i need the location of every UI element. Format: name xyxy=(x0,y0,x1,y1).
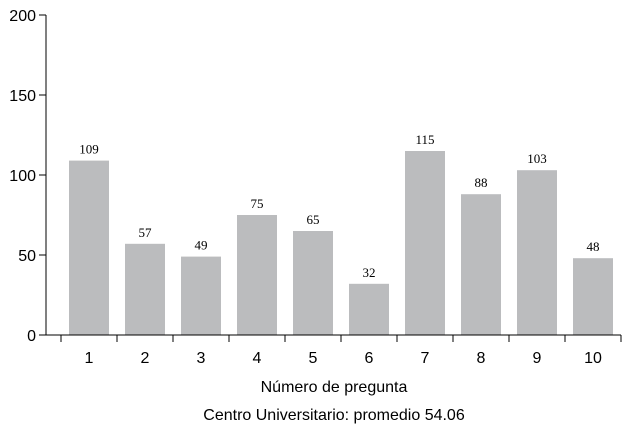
bar-10 xyxy=(573,258,613,335)
y-tick-label-100: 100 xyxy=(9,168,36,185)
bar-4 xyxy=(237,215,277,335)
x-axis-label: Número de pregunta xyxy=(261,379,408,396)
x-axis-ticks: 1 2 3 4 5 6 7 8 9 10 xyxy=(60,335,622,367)
x-tick-label-3: 3 xyxy=(197,350,206,367)
data-label-9: 103 xyxy=(527,151,547,166)
data-label-7: 115 xyxy=(415,132,434,147)
bar-8 xyxy=(461,194,501,335)
bar-6 xyxy=(349,283,389,335)
bar-3 xyxy=(181,256,221,335)
x-tick-label-2: 2 xyxy=(141,350,150,367)
data-label-8: 88 xyxy=(475,175,488,190)
data-label-10: 48 xyxy=(587,239,600,254)
data-label-1: 109 xyxy=(79,142,99,157)
y-axis-ticks: 0 50 100 150 200 xyxy=(9,8,46,345)
x-tick-label-1: 1 xyxy=(85,350,94,367)
data-label-4: 75 xyxy=(251,196,264,211)
data-label-5: 65 xyxy=(307,212,320,227)
y-tick-label-50: 50 xyxy=(18,248,36,265)
data-label-2: 57 xyxy=(139,225,153,240)
bar-7 xyxy=(405,151,445,335)
y-tick-label-150: 150 xyxy=(9,88,36,105)
x-tick-label-6: 6 xyxy=(365,350,374,367)
x-tick-label-4: 4 xyxy=(253,350,262,367)
data-label-3: 49 xyxy=(195,238,208,253)
bar-2 xyxy=(125,243,165,335)
bar-1 xyxy=(69,160,109,335)
chart-caption: Centro Universitario: promedio 54.06 xyxy=(203,407,465,424)
bar-9 xyxy=(517,170,557,335)
x-tick-label-5: 5 xyxy=(309,350,318,367)
data-label-6: 32 xyxy=(363,265,376,280)
y-tick-label-200: 200 xyxy=(9,8,36,25)
y-tick-label-0: 0 xyxy=(27,328,36,345)
x-tick-label-7: 7 xyxy=(421,350,430,367)
bar-5 xyxy=(293,231,333,335)
bars-group xyxy=(69,151,613,335)
x-tick-label-8: 8 xyxy=(477,350,486,367)
data-labels-group: 109 57 49 75 65 32 115 88 103 48 xyxy=(79,132,599,280)
x-tick-label-10: 10 xyxy=(584,350,602,367)
x-tick-label-9: 9 xyxy=(533,350,542,367)
